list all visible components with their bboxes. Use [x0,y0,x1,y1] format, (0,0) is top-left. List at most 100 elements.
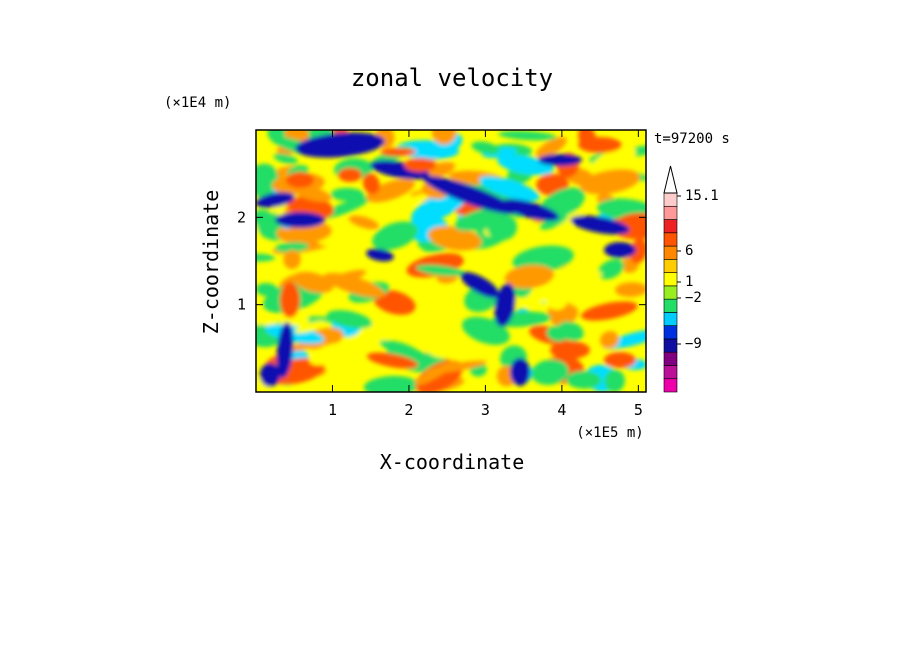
field-blob [498,130,557,141]
field-blob [590,145,636,176]
field-blob [615,282,646,298]
field-blob-negative [295,132,385,158]
field-blob [264,324,325,344]
field-blob-positive [338,168,362,182]
x-axis: 1 2 3 4 5 [328,130,643,419]
field-blob [323,272,385,298]
field-blob [421,330,464,359]
field-blob [504,264,555,289]
field-blob [535,136,567,159]
field-blob-negative [570,215,630,235]
field-blob [348,215,379,230]
field-blob-negative [422,175,518,215]
field-blob [363,375,419,392]
field-blob [540,271,603,283]
field-blob [414,360,457,386]
field-blob [379,340,419,355]
colorbar-band-3 [663,338,678,353]
field-blob [479,175,540,202]
field-blob [531,359,569,385]
field-blob [283,250,301,270]
field-blob-negative [276,322,294,378]
field-blob [330,187,365,202]
field-blob [579,169,641,195]
colorbar-band-5 [663,312,678,326]
field-blob [372,221,418,251]
colorbar-band-4 [663,325,678,340]
colorbar-band-1 [663,365,678,380]
plot-frame [255,129,647,393]
x-tick-label-4: 5 [634,401,643,419]
field-blob [600,330,619,349]
field-blob-positive [404,158,436,172]
colorbar-label-1: 6 [685,243,693,259]
field-blob [362,173,380,195]
field-blob [462,252,487,264]
field-blob [256,282,279,297]
colorbar-label-2: 1 [685,274,693,290]
y-unit-label: (×1E4 m) [164,95,231,111]
field-blob [292,271,334,293]
x-axis-label: X-coordinate [380,450,525,474]
colorbar-band-2 [663,351,678,366]
x-tick-label-0: 1 [328,401,337,419]
x-tick-label-2: 3 [481,401,490,419]
field-blob [471,141,500,155]
colorbar-label-4: −9 [685,336,702,352]
field-blob [366,178,416,203]
field-blob [274,242,309,253]
field-blob [597,259,625,280]
colorbar-band-6 [663,298,678,313]
field-blob-negative [500,199,560,221]
field-blob [326,310,373,329]
field-blob-positive [604,352,636,368]
field-blob-negative [260,363,280,387]
field-blob [604,369,625,392]
field-blob [390,192,433,210]
field-blob-negative [538,154,582,166]
chart-title: zonal velocity [351,64,553,92]
colorbar-band-14 [663,192,678,207]
field-blob-negative [256,192,295,208]
colorbar-band-7 [663,285,678,300]
field-blob [309,343,349,366]
field-blob [380,147,417,157]
field-blob-positive [286,172,314,188]
field-blob [580,301,638,321]
x-tick-label-3: 4 [557,401,566,419]
field-blob [367,352,418,369]
field-blob-negative [275,212,325,228]
y-tick-label-1: 2 [237,208,246,226]
y-axis: 12 [237,208,646,314]
field-blob [543,282,569,310]
field-blob [539,214,568,230]
y-axis-label: Z-coordinate [199,190,223,335]
field-blob-negative [366,248,394,262]
field-blob-positive [578,137,622,153]
colorbar-band-0 [663,378,678,393]
colorbar-band-11 [663,232,678,247]
field-blob [294,320,327,334]
field-blob [546,325,569,342]
field-blob [415,264,464,276]
colorbar-band-10 [663,245,678,260]
colorbar-extend-arrow [663,165,678,194]
field-blob [426,306,457,334]
field-blob-negative [370,160,430,180]
contour-field [256,130,646,392]
field-blob [603,329,646,350]
x-tick-label-1: 2 [404,401,413,419]
field-blob-positive [550,341,590,359]
field-blob-positive [280,282,300,318]
field-blob-negative [494,283,516,327]
y-tick-label-0: 1 [237,296,246,314]
field-blob-negative [510,358,530,386]
field-blob [566,370,602,389]
colorbar-band-13 [663,205,678,220]
colorbar-label-0: 15.1 [685,188,719,204]
field-blob [454,207,510,232]
field-blob-negative [604,242,636,258]
colorbar-label-3: −2 [685,290,702,306]
colorbar-band-8 [663,272,678,287]
field-blob [320,196,371,219]
